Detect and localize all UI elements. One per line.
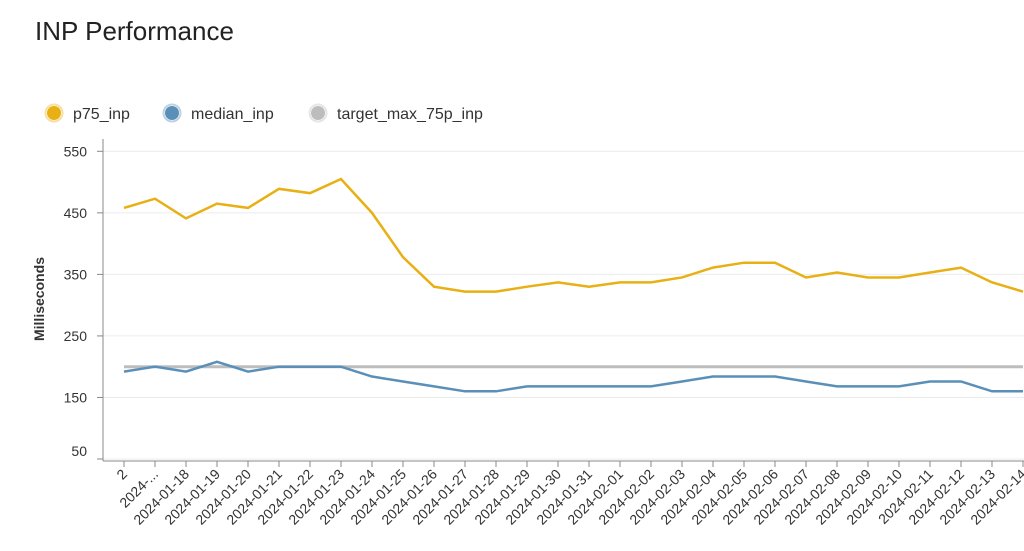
legend-marker — [47, 106, 61, 120]
legend-ring — [44, 103, 64, 123]
legend-ring — [162, 103, 182, 123]
series-line — [123, 177, 1024, 293]
legend-marker — [311, 106, 325, 120]
y-tick-label: 350 — [64, 266, 88, 282]
y-tick-label: 150 — [64, 389, 88, 405]
y-axis-title: Milliseconds — [31, 257, 47, 341]
y-tick-label: 250 — [64, 328, 88, 344]
chart-title: INP Performance — [35, 16, 234, 46]
x-tick-label: 2 — [113, 466, 130, 483]
legend-label: target_max_75p_inp — [337, 106, 483, 123]
y-tick-label: 50 — [71, 443, 87, 459]
y-tick-label: 450 — [64, 205, 88, 221]
legend-ring — [308, 103, 328, 123]
legend-marker — [165, 106, 179, 120]
series-line — [123, 360, 1023, 393]
legend-label: p75_inp — [73, 106, 130, 123]
y-tick-label: 550 — [64, 143, 88, 159]
legend-label: median_inp — [191, 106, 274, 123]
